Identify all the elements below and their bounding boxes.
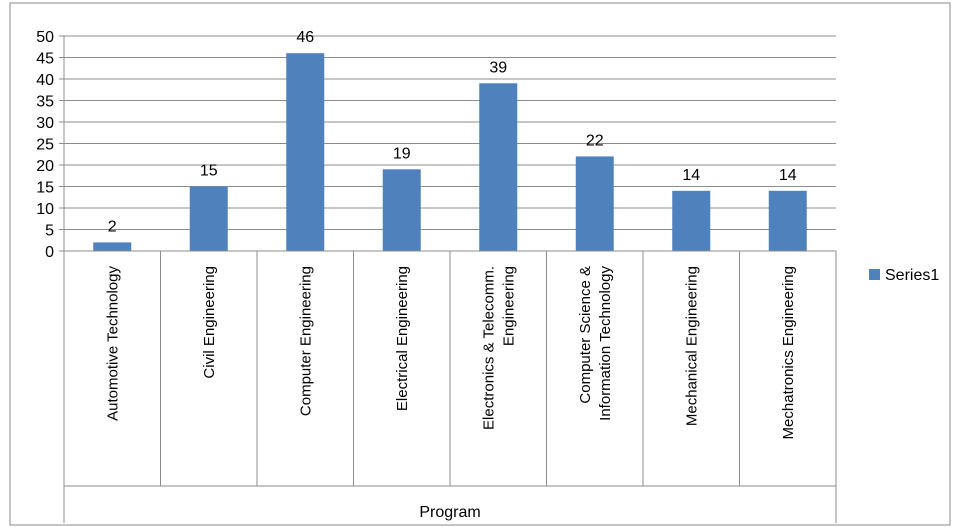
category-label-4-line-0: Electronics & Telecomm. <box>480 266 497 430</box>
legend-entry-series1: Series1 <box>885 267 939 284</box>
category-label-0: Automotive Technology <box>104 266 121 421</box>
chart-frame <box>9 2 951 526</box>
data-label-7: 14 <box>779 167 797 184</box>
category-label-3: Electrical Engineering <box>394 266 411 411</box>
y-tick-label-5: 5 <box>45 223 54 240</box>
data-label-5: 22 <box>586 132 604 149</box>
category-label-7: Mechatronics Engineering <box>780 266 797 439</box>
bar-5 <box>575 156 614 251</box>
y-tick-label-40: 40 <box>36 72 54 89</box>
data-label-6: 14 <box>682 167 700 184</box>
y-tick-label-20: 20 <box>36 158 54 175</box>
category-label-4: Electronics & Telecomm. Engineering <box>480 266 517 430</box>
bar-1 <box>189 186 228 251</box>
y-tick-label-30: 30 <box>36 115 54 132</box>
legend-swatch <box>869 269 880 280</box>
data-label-0: 2 <box>108 218 117 235</box>
category-label-1: Civil Engineering <box>201 266 218 379</box>
legend: Series1 <box>869 267 939 284</box>
bars <box>93 53 807 252</box>
category-label-5: Computer Science & Information Technology <box>577 266 614 421</box>
data-label-3: 19 <box>393 145 411 162</box>
category-label-0-line-0: Automotive Technology <box>104 266 121 421</box>
category-label-2: Computer Engineering <box>297 266 314 416</box>
category-label-2-line-0: Computer Engineering <box>297 266 314 416</box>
y-tick-label-0: 0 <box>45 244 54 261</box>
axes <box>59 35 837 523</box>
y-tick-label-50: 50 <box>36 29 54 46</box>
category-label-6: Mechanical Engineering <box>683 266 700 426</box>
data-label-1: 15 <box>200 163 218 180</box>
data-label-2: 46 <box>296 29 314 46</box>
category-label-3-line-0: Electrical Engineering <box>394 266 411 411</box>
x-axis-title: Program <box>419 504 480 521</box>
labels: 0 5 10 15 20 25 30 35 40 45 50 2 Automotive Technolo… <box>36 29 797 439</box>
category-label-5-line-1: Information Technology <box>597 266 614 421</box>
category-label-5-line-0: Computer Science & <box>577 266 594 404</box>
y-tick-label-15: 15 <box>36 180 54 197</box>
bar-4 <box>479 83 518 251</box>
bar-3 <box>382 169 421 251</box>
category-label-7-line-0: Mechatronics Engineering <box>780 266 797 439</box>
y-tick-label-45: 45 <box>36 51 54 68</box>
bar-2 <box>286 53 325 252</box>
category-label-4-line-1: Engineering <box>500 266 517 346</box>
y-tick-label-35: 35 <box>36 94 54 111</box>
data-label-4: 39 <box>489 59 507 76</box>
bar-0 <box>93 242 132 251</box>
bar-7 <box>768 190 807 251</box>
y-tick-label-25: 25 <box>36 137 54 154</box>
category-label-1-line-0: Civil Engineering <box>201 266 218 379</box>
y-tick-label-10: 10 <box>36 201 54 218</box>
category-label-6-line-0: Mechanical Engineering <box>683 266 700 426</box>
bar-6 <box>672 190 711 251</box>
